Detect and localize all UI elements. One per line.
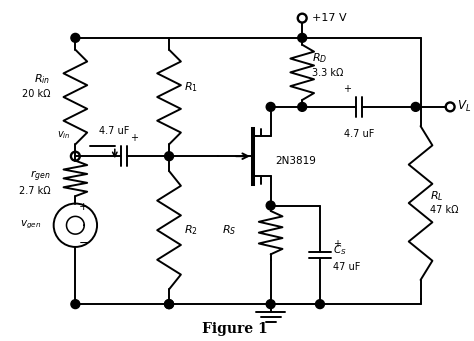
- Text: $R_L$: $R_L$: [430, 189, 444, 203]
- Circle shape: [266, 201, 275, 210]
- Circle shape: [298, 33, 307, 42]
- Circle shape: [71, 33, 80, 42]
- Circle shape: [266, 300, 275, 309]
- Text: +: +: [129, 133, 137, 143]
- Circle shape: [164, 300, 173, 309]
- Circle shape: [71, 300, 80, 309]
- Text: 47 uF: 47 uF: [333, 262, 360, 272]
- Text: 2.7 kΩ: 2.7 kΩ: [19, 186, 51, 196]
- Text: $v_{in}$: $v_{in}$: [57, 130, 71, 142]
- Text: +: +: [78, 203, 88, 212]
- Text: −: −: [78, 237, 89, 250]
- Circle shape: [411, 102, 420, 111]
- Text: +17 V: +17 V: [312, 13, 346, 23]
- Text: 3.3 kΩ: 3.3 kΩ: [312, 68, 344, 78]
- Text: 4.7 uF: 4.7 uF: [344, 129, 374, 138]
- Text: +: +: [343, 84, 351, 94]
- Circle shape: [164, 300, 173, 309]
- Circle shape: [298, 102, 307, 111]
- Text: +: +: [333, 239, 341, 249]
- Text: $r_{gen}$: $r_{gen}$: [30, 168, 51, 183]
- Text: 20 kΩ: 20 kΩ: [22, 89, 51, 99]
- Text: $R_2$: $R_2$: [184, 223, 198, 237]
- Text: Figure 1: Figure 1: [202, 322, 268, 336]
- Text: $C_S$: $C_S$: [333, 243, 346, 257]
- Circle shape: [316, 300, 324, 309]
- Text: 4.7 uF: 4.7 uF: [99, 127, 129, 136]
- Text: 2N3819: 2N3819: [275, 156, 317, 166]
- Text: 47 kΩ: 47 kΩ: [430, 205, 459, 216]
- Text: $V_L$: $V_L$: [457, 99, 471, 115]
- Text: $v_{gen}$: $v_{gen}$: [19, 219, 41, 232]
- Text: $R_D$: $R_D$: [312, 51, 328, 65]
- Circle shape: [164, 152, 173, 161]
- Circle shape: [266, 102, 275, 111]
- Text: $R_S$: $R_S$: [222, 223, 236, 237]
- Text: $R_1$: $R_1$: [184, 80, 198, 94]
- Text: $R_{in}$: $R_{in}$: [35, 72, 51, 86]
